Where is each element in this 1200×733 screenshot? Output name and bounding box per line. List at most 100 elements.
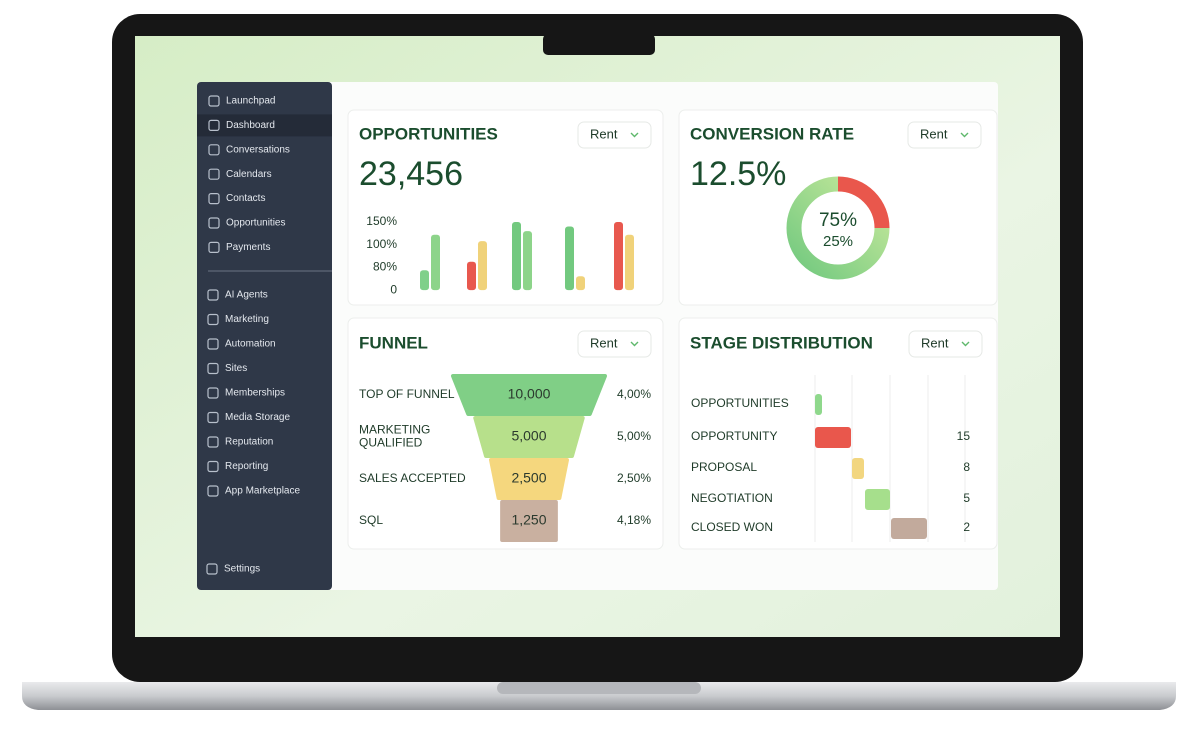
funnel-stage [473, 416, 585, 458]
nav-item[interactable]: Opportunities [226, 218, 285, 229]
base-notch [497, 682, 701, 694]
donut-segment [786, 176, 890, 280]
nav-icon [208, 193, 220, 205]
funnel-value: 1,250 [511, 512, 546, 528]
nav-icon [207, 485, 219, 497]
nav-item[interactable]: Launchpad [226, 96, 276, 107]
funnel-rate: 4,00% [617, 387, 651, 401]
dropdown-label[interactable]: Rent [921, 335, 949, 350]
nav-item[interactable]: Reporting [225, 461, 268, 472]
y-tick-label: 0 [390, 282, 397, 296]
bar [512, 222, 521, 291]
camera-notch [543, 34, 655, 55]
funnel-rate: 5,00% [617, 429, 651, 443]
stage-count: 15 [957, 429, 971, 443]
stage-bar [852, 458, 864, 479]
stage-count: 5 [963, 491, 970, 505]
nav-icon [208, 95, 220, 107]
stage-label: OPPORTUNITY [691, 429, 777, 443]
funnel-rate: 2,50% [617, 471, 651, 485]
nav-item[interactable]: Media Storage [225, 412, 290, 423]
stage-count: 8 [963, 460, 970, 474]
bar [565, 226, 574, 291]
donut-label: 75% [819, 210, 857, 231]
dropdown-label[interactable]: Rent [590, 335, 618, 350]
nav-icon [208, 241, 220, 253]
bar [420, 270, 429, 291]
nav-item[interactable]: Payments [226, 242, 270, 253]
funnel-stage [451, 374, 607, 416]
dropdown-chevron [630, 132, 639, 138]
card [678, 109, 998, 306]
nav-active [197, 114, 332, 137]
dropdown-chevron [961, 341, 970, 347]
dropdown[interactable] [907, 121, 982, 149]
donut-label: 25% [823, 233, 853, 250]
nav-icon [208, 119, 220, 132]
card-title: CONVERSION RATE [690, 124, 854, 143]
nav-item[interactable]: Settings [224, 564, 260, 575]
funnel-value: 2,500 [511, 470, 546, 486]
nav-item[interactable]: Conversations [226, 144, 290, 155]
nav-icon [207, 289, 219, 301]
nav-icon [207, 436, 219, 448]
nav-item[interactable]: Dashboard [226, 120, 275, 131]
funnel-rate: 4,18% [617, 513, 651, 527]
nav-icon [207, 387, 219, 399]
funnel-label: SALES ACCEPTED [359, 471, 466, 485]
nav-icon [206, 563, 218, 575]
nav-icon [208, 168, 220, 180]
bar [431, 234, 440, 291]
nav-icon [207, 460, 219, 473]
donut-segment [837, 176, 890, 229]
nav-item[interactable]: Reputation [225, 437, 273, 448]
dropdown[interactable] [577, 121, 652, 149]
bar [467, 261, 476, 291]
bar [614, 222, 623, 291]
funnel-label: SQL [359, 513, 383, 527]
funnel-value: 10,000 [508, 386, 551, 402]
bar [478, 241, 487, 291]
y-tick-label: 150% [366, 214, 397, 228]
stage-bar [815, 394, 822, 415]
bar [523, 231, 532, 291]
stage-label: PROPOSAL [691, 460, 757, 474]
dropdown-label[interactable]: Rent [590, 126, 618, 141]
card-title: OPPORTUNITIES [359, 124, 498, 143]
nav-icon [207, 313, 219, 326]
card [347, 109, 664, 306]
nav-item[interactable]: Marketing [225, 314, 269, 325]
funnel-value: 5,000 [511, 428, 546, 444]
nav-item[interactable]: Automation [225, 339, 276, 350]
y-tick-label: 80% [373, 260, 397, 274]
nav-item[interactable]: Sites [225, 363, 247, 374]
big-number: 23,456 [359, 155, 463, 193]
dropdown[interactable] [577, 330, 652, 358]
nav-icon [207, 362, 219, 375]
funnel-stage [489, 458, 569, 500]
dropdown-chevron [630, 341, 639, 347]
big-number: 12.5% [690, 155, 786, 193]
stage-bar [891, 518, 927, 539]
card-title: STAGE DISTRIBUTION [690, 333, 873, 352]
dropdown-chevron [960, 132, 969, 138]
dropdown[interactable] [908, 330, 983, 358]
nav-icon [208, 217, 220, 229]
nav-item[interactable]: Memberships [225, 388, 285, 399]
funnel-label: TOP OF FUNNEL [359, 387, 455, 401]
stage-count: 2 [963, 520, 970, 534]
laptop-base [22, 682, 1176, 710]
nav-icon [207, 338, 219, 350]
nav-item[interactable]: Calendars [226, 169, 272, 180]
dropdown-label[interactable]: Rent [920, 126, 948, 141]
stage-label: OPPORTUNITIES [691, 396, 789, 410]
nav-item[interactable]: App Marketplace [225, 486, 300, 497]
stage-label: NEGOTIATION [691, 491, 773, 505]
nav-item[interactable]: Contacts [226, 193, 265, 204]
sidebar [197, 82, 332, 590]
bar [576, 276, 585, 291]
nav-item[interactable]: AI Agents [225, 290, 268, 301]
y-tick-label: 100% [366, 237, 397, 251]
